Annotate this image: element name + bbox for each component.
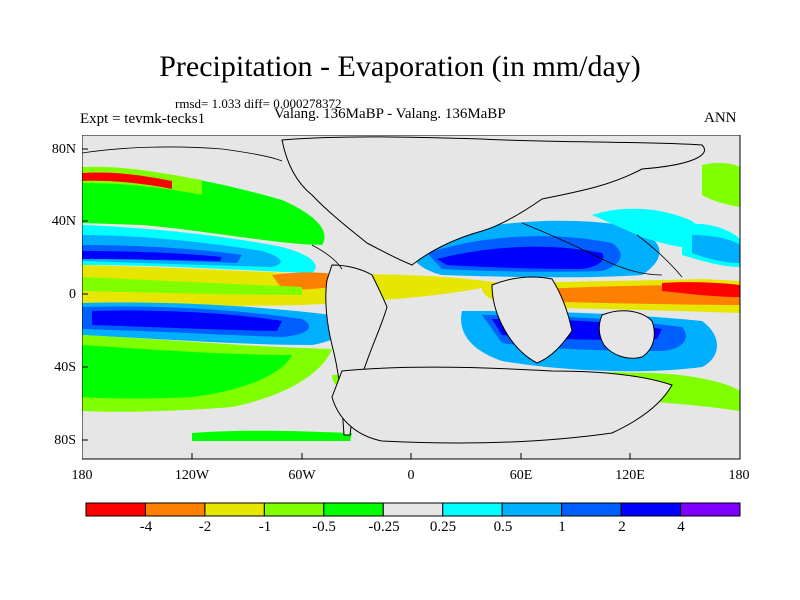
world-map [82,135,741,460]
colorbar-swatch [561,502,622,517]
colorbar-label: -1 [258,519,272,535]
axis-ticks [82,148,631,459]
colorbar-label: 0.25 [429,519,457,535]
lon-label-60w: 60W [288,468,316,483]
lat-label-40n: 40N [51,214,76,229]
continent-layer [281,136,705,444]
lat-label-80n: 80N [51,142,76,157]
colorbar-label: 1 [558,519,566,535]
colorbar-swatch [144,502,206,517]
lat-label-0: 0 [69,287,76,302]
colorbar-label: 0.5 [493,519,513,535]
colorbar-swatch [501,502,563,517]
plot-title: Precipitation - Evaporation (in mm/day) [159,50,641,83]
lon-label-120e: 120E [615,468,645,483]
colorbar-swatch [680,502,741,517]
colorbar-label: -0.25 [368,519,400,535]
lon-label-0: 0 [407,468,415,483]
lon-label-120w: 120W [174,468,210,483]
lat-label-40s: 40S [54,360,76,375]
colorbar-label: -4 [139,519,153,535]
colorbar [85,502,741,517]
lon-label-180w: 180 [71,468,93,483]
coastline-detail [82,146,683,278]
colorbar-label: -2 [198,519,212,535]
subtitle: Valang. 136MaBP - Valang. 136MaBP [274,106,506,122]
lon-label-180e: 180 [728,468,750,483]
colorbar-swatch [382,502,444,517]
colorbar-label: 4 [677,519,685,535]
colorbar-swatch [620,502,682,517]
stats-text: rmsd= 1.033 diff= 0.000278372 [175,96,342,111]
colorbar-swatch [442,502,503,517]
colorbar-swatch [204,502,265,517]
colorbar-label: 2 [618,519,626,535]
experiment-label: Expt = tevmk-tecks1 [80,111,206,127]
colorbar-label: -0.5 [312,519,336,535]
colorbar-swatch [323,502,384,517]
lat-label-80s: 80S [54,433,76,448]
colorbar-swatch [85,502,146,517]
lon-label-60e: 60E [509,468,533,483]
season-label: ANN [704,110,737,126]
colorbar-swatch [263,502,325,517]
